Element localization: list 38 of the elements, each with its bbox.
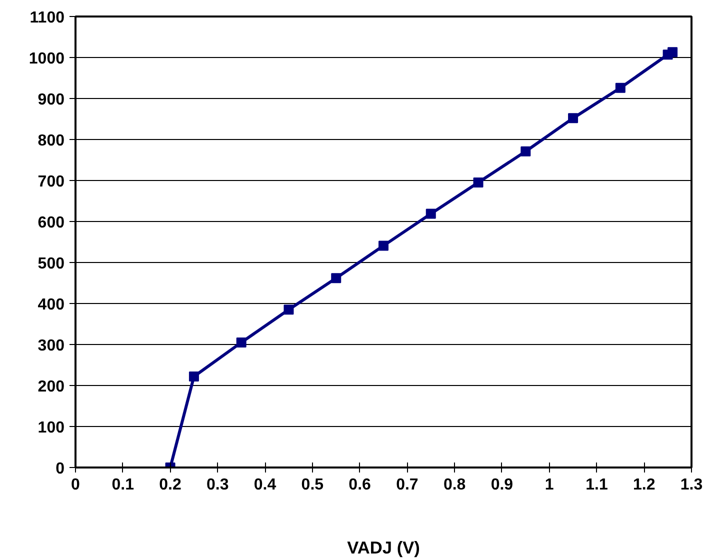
y-tick-label: 200: [38, 378, 65, 396]
x-tick-label: 0.9: [490, 476, 514, 494]
y-tick-label: 600: [38, 214, 65, 232]
y-tick-label: 1100: [30, 10, 65, 26]
y-tick-label: 800: [38, 132, 65, 150]
point: [520, 146, 531, 156]
point: [668, 47, 678, 58]
x-tick-label: 0.8: [443, 476, 466, 494]
x-tick-label: 0: [71, 476, 80, 494]
point: [568, 113, 578, 124]
x-tick-label: 1.2: [632, 476, 656, 494]
point: [331, 273, 342, 284]
x-tick-label: 0.1: [112, 476, 134, 494]
x-tick-label: 1: [544, 476, 554, 494]
y-tick-label: 400: [38, 296, 65, 314]
point: [473, 178, 484, 188]
x-tick-label: 0.7: [396, 476, 418, 494]
y-tick-label: 300: [38, 338, 65, 354]
x-tick-label: 0.3: [206, 476, 229, 494]
x-tick-label: 0.4: [254, 476, 276, 494]
x-tick-label: 1.1: [586, 476, 608, 494]
y-tick-label: 1000: [28, 50, 65, 68]
x-tick-label: 0.6: [348, 476, 372, 494]
point: [284, 304, 294, 315]
y-tick-label: 700: [38, 174, 65, 190]
y-tick-label: 500: [38, 256, 65, 272]
x-tick-label: 0.5: [301, 476, 324, 494]
point: [426, 208, 436, 219]
x-tick-label: 1.3: [680, 476, 703, 494]
point: [236, 337, 246, 348]
y-tick-label: 0: [56, 460, 65, 478]
point: [188, 371, 199, 382]
point: [378, 240, 388, 251]
x-tick-label: 0.2: [159, 476, 182, 494]
x-axis-title: VADJ (V): [347, 538, 420, 558]
point: [615, 82, 626, 93]
y-tick-label: 100: [38, 420, 65, 436]
y-tick-label: 900: [38, 92, 65, 108]
